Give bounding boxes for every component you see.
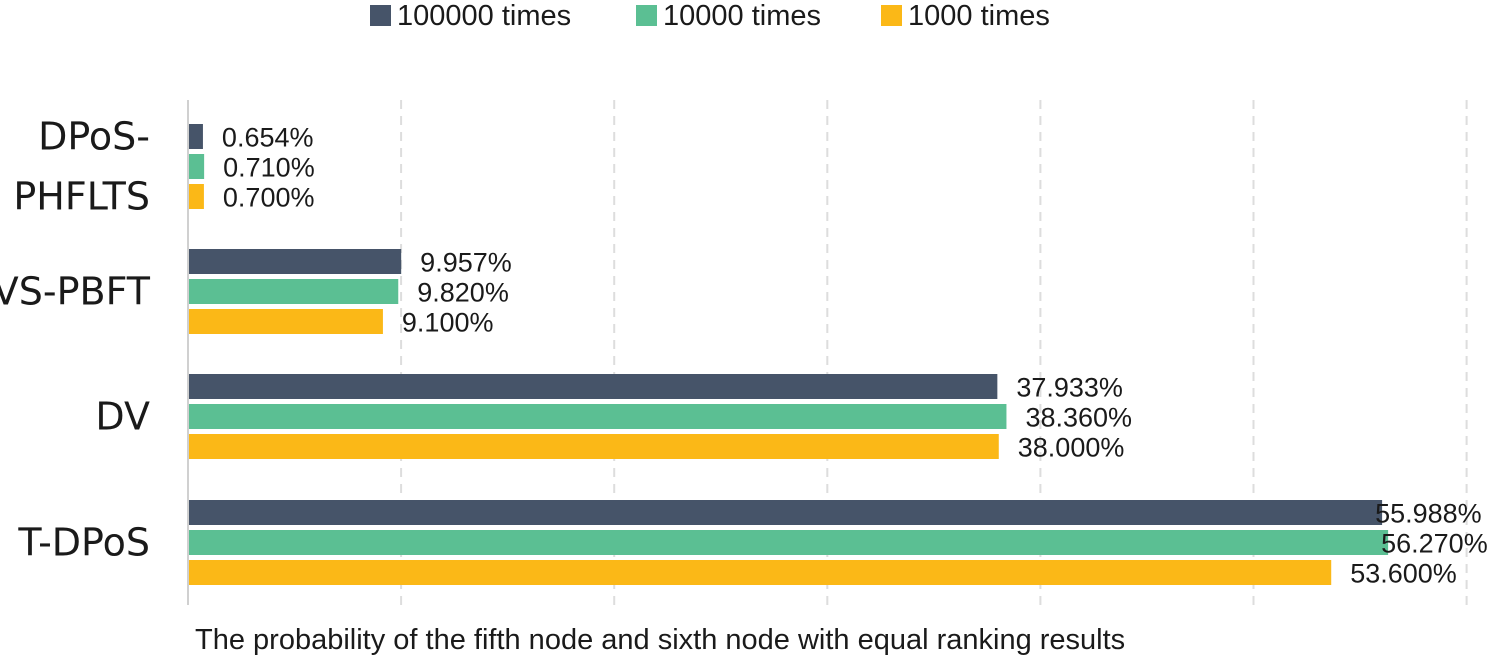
category-label: VS-PBFT — [0, 270, 151, 314]
data-label: 56.270% — [1381, 529, 1488, 559]
bar — [189, 184, 204, 209]
bar — [189, 249, 402, 274]
grid-lines — [400, 100, 1468, 605]
data-label: 55.988% — [1375, 499, 1482, 529]
data-label: 0.654% — [222, 123, 314, 153]
category-label: PHFLTS — [13, 175, 150, 219]
bar — [189, 309, 383, 334]
data-label: 38.360% — [1025, 403, 1132, 433]
category-label: DPoS- — [38, 115, 150, 159]
bar — [189, 374, 998, 399]
legend-label: 1000 times — [908, 0, 1050, 32]
legend: 100000 times 10000 times 1000 times — [370, 0, 1050, 32]
legend-label: 10000 times — [663, 0, 821, 32]
category-label: T-DPoS — [17, 521, 150, 565]
category-labels: DPoS- PHFLTS VS-PBFT DV T-DPoS — [0, 115, 151, 565]
legend-swatch — [370, 5, 391, 26]
bar — [189, 154, 205, 179]
x-axis-label: The probability of the fifth node and si… — [195, 624, 1125, 656]
bar — [189, 404, 1007, 429]
bar — [189, 500, 1383, 525]
legend-swatch — [881, 5, 902, 26]
data-label: 37.933% — [1016, 373, 1123, 403]
bar — [189, 560, 1332, 585]
data-label: 9.100% — [402, 308, 494, 338]
legend-label: 100000 times — [397, 0, 571, 32]
data-label: 0.710% — [223, 153, 315, 183]
data-label: 38.000% — [1018, 433, 1125, 463]
bar — [189, 124, 203, 149]
data-label: 9.957% — [420, 248, 512, 278]
bars: 0.654% 9.957% 37.933% 55.988% 0.710% 9.820% 38… — [189, 123, 1488, 589]
category-label: DV — [95, 395, 150, 439]
bar — [189, 530, 1389, 555]
data-label: 9.820% — [417, 278, 509, 308]
data-label: 53.600% — [1350, 559, 1457, 589]
legend-swatch — [636, 5, 657, 26]
bar — [189, 434, 999, 459]
bar — [189, 279, 399, 304]
data-label: 0.700% — [223, 183, 315, 213]
